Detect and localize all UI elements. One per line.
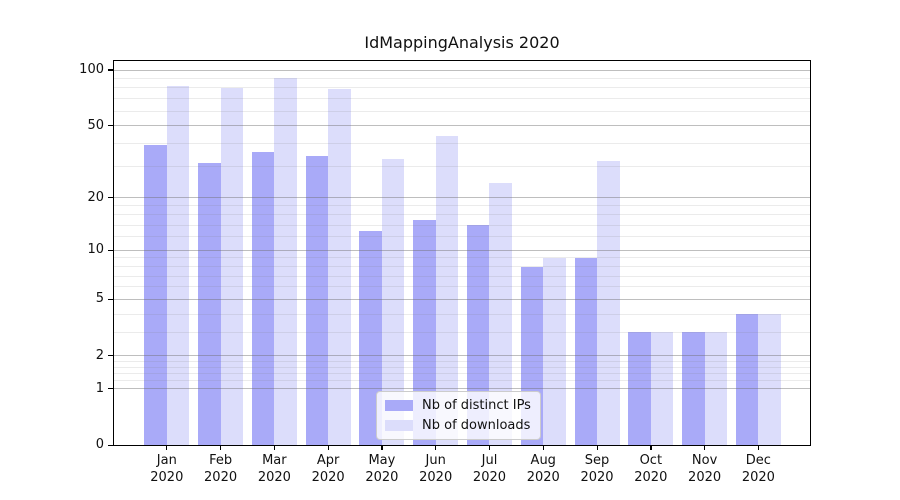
bar-jun-distinct-ips bbox=[413, 219, 436, 445]
x-tick-mark bbox=[327, 446, 329, 450]
x-tick-year: 2020 bbox=[688, 469, 722, 485]
x-tick-label-dec: Dec 2020 bbox=[726, 453, 790, 486]
bar-feb-downloads bbox=[220, 87, 244, 445]
y-tick-label: 20 bbox=[87, 189, 104, 205]
x-tick-mark bbox=[650, 446, 652, 450]
x-tick-year: 2020 bbox=[257, 469, 291, 485]
x-tick-label-aug: Aug 2020 bbox=[511, 453, 575, 486]
bar-jul-downloads bbox=[489, 183, 512, 445]
bar-jul-distinct-ips bbox=[466, 225, 490, 445]
x-tick-label-oct: Oct 2020 bbox=[619, 453, 683, 486]
bar-may-downloads bbox=[381, 158, 405, 445]
y-tick-label: 5 bbox=[95, 291, 104, 307]
x-tick-year: 2020 bbox=[580, 469, 614, 485]
bar-nov-distinct-ips bbox=[682, 332, 705, 445]
bar-apr-distinct-ips bbox=[305, 156, 329, 445]
y-tick-label: 2 bbox=[95, 347, 104, 363]
y-tick-label: 0 bbox=[95, 437, 104, 452]
x-tick-label-feb: Feb 2020 bbox=[189, 453, 253, 486]
x-tick-year: 2020 bbox=[741, 469, 775, 485]
x-tick-month: Jul bbox=[481, 453, 498, 468]
x-tick-month: Aug bbox=[530, 453, 556, 468]
x-tick-year: 2020 bbox=[311, 469, 345, 485]
x-tick-mark bbox=[273, 446, 276, 450]
x-tick-mark bbox=[488, 446, 491, 450]
legend-item: Nb of downloads bbox=[385, 418, 531, 433]
x-tick-mark bbox=[166, 446, 168, 450]
chart-title: IdMappingAnalysis 2020 bbox=[364, 33, 560, 52]
bar-dec-distinct-ips bbox=[735, 314, 759, 445]
x-tick-month: Apr bbox=[316, 453, 340, 468]
x-tick-label-sep: Sep 2020 bbox=[565, 453, 629, 486]
x-tick-mark bbox=[220, 446, 222, 450]
x-tick-year: 2020 bbox=[526, 469, 560, 485]
bar-jan-downloads bbox=[166, 85, 190, 445]
bar-mar-distinct-ips bbox=[251, 151, 275, 445]
x-tick-year: 2020 bbox=[365, 469, 399, 485]
bar-jan-distinct-ips bbox=[144, 145, 167, 445]
x-tick-mark bbox=[757, 446, 760, 450]
x-tick-label-jan: Jan 2020 bbox=[135, 453, 199, 486]
x-tick-year: 2020 bbox=[204, 469, 238, 485]
x-tick-label-jul: Jul 2020 bbox=[457, 453, 521, 486]
bar-oct-downloads bbox=[650, 332, 674, 445]
x-tick-label-apr: Apr 2020 bbox=[296, 453, 360, 486]
bar-dec-downloads bbox=[758, 314, 781, 445]
x-tick-month: Jun bbox=[425, 453, 446, 468]
plot-area bbox=[113, 60, 811, 446]
x-tick-year: 2020 bbox=[419, 469, 453, 485]
x-tick-month: Sep bbox=[584, 453, 610, 468]
bars-layer bbox=[114, 61, 810, 445]
legend-swatch-icon bbox=[385, 400, 413, 411]
x-tick-mark bbox=[704, 446, 706, 450]
bar-nov-downloads bbox=[704, 332, 728, 445]
bar-mar-downloads bbox=[274, 77, 297, 445]
legend-item: Nb of distinct IPs bbox=[385, 398, 531, 413]
x-tick-month: Jan bbox=[156, 453, 177, 468]
x-tick-mark bbox=[542, 446, 544, 450]
y-tick-label: 50 bbox=[87, 117, 104, 133]
x-tick-mark bbox=[381, 446, 383, 450]
x-tick-label-mar: Mar 2020 bbox=[242, 453, 306, 486]
bar-oct-distinct-ips bbox=[628, 332, 651, 445]
x-tick-mark bbox=[596, 446, 598, 450]
bar-aug-downloads bbox=[543, 257, 566, 445]
y-tick-label: 100 bbox=[79, 61, 104, 77]
bar-sep-downloads bbox=[597, 160, 620, 445]
x-tick-year: 2020 bbox=[150, 469, 184, 485]
x-tick-label-nov: Nov 2020 bbox=[673, 453, 737, 486]
x-tick-month: Dec bbox=[745, 453, 771, 468]
y-tick-label: 1 bbox=[95, 380, 104, 396]
bar-feb-distinct-ips bbox=[198, 163, 221, 445]
x-tick-label-may: May 2020 bbox=[350, 453, 414, 486]
x-tick-year: 2020 bbox=[472, 469, 507, 485]
x-tick-month: Feb bbox=[209, 453, 233, 468]
legend-swatch-icon bbox=[385, 420, 413, 431]
x-tick-month: Nov bbox=[691, 453, 718, 468]
bar-sep-distinct-ips bbox=[574, 257, 598, 445]
x-tick-mark bbox=[435, 446, 437, 450]
bar-jun-downloads bbox=[435, 135, 459, 445]
legend: Nb of distinct IPs Nb of downloads bbox=[376, 391, 541, 440]
x-tick-label-jun: Jun 2020 bbox=[404, 453, 468, 486]
bar-apr-downloads bbox=[328, 88, 351, 445]
legend-label: Nb of distinct IPs bbox=[422, 398, 531, 413]
legend-label: Nb of downloads bbox=[422, 418, 531, 433]
x-tick-month: Oct bbox=[639, 453, 663, 468]
x-tick-month: Mar bbox=[262, 453, 287, 468]
x-tick-year: 2020 bbox=[634, 469, 668, 485]
x-tick-month: May bbox=[368, 453, 396, 468]
y-tick-label: 10 bbox=[87, 242, 104, 258]
